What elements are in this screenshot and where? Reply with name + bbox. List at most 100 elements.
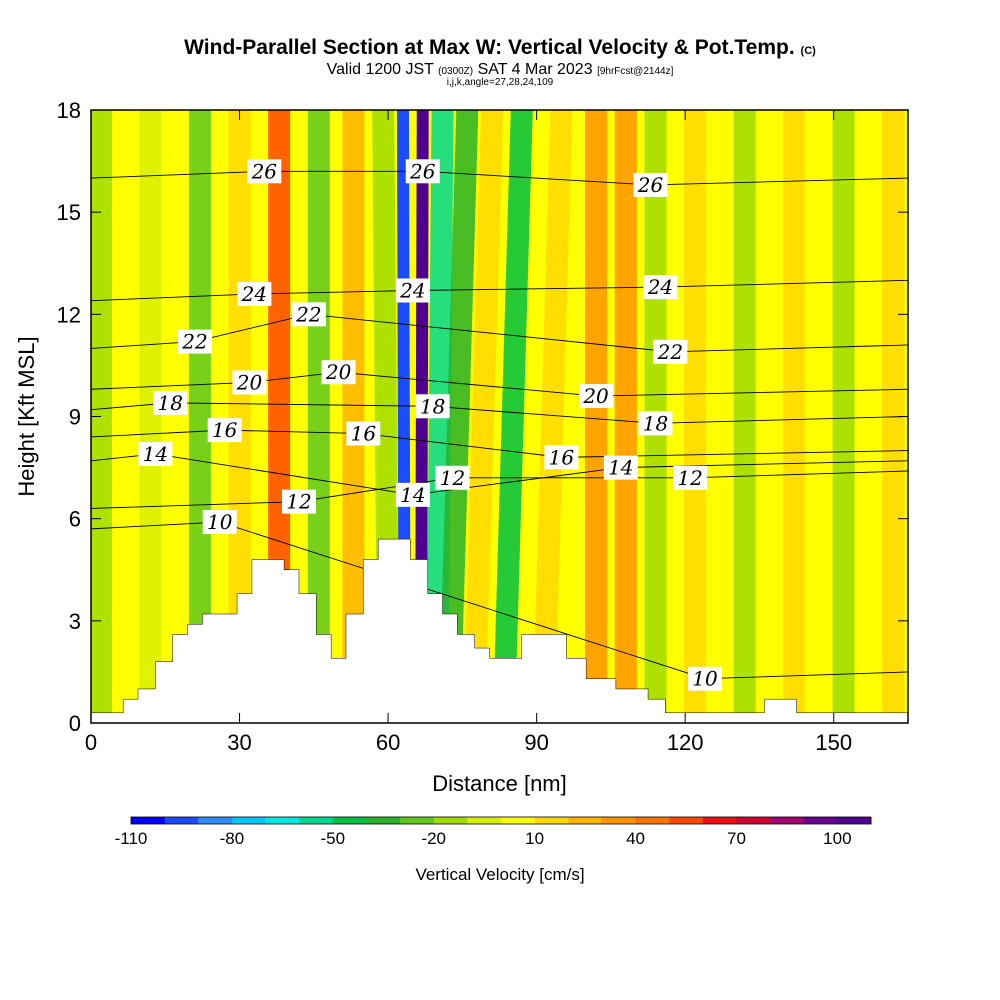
contour-label-box	[415, 394, 450, 419]
velocity-band	[532, 110, 573, 723]
x-tick-label: 30	[227, 730, 251, 755]
colorbar-tick-label: 100	[823, 829, 851, 848]
contour-label: 18	[643, 411, 668, 435]
contour-label: 24	[647, 275, 673, 299]
contour-label: 20	[325, 360, 352, 384]
colorbar-tick-label: -50	[321, 829, 346, 848]
contour-label-box	[232, 370, 267, 395]
contour-label-box	[653, 339, 688, 364]
colorbar-swatch	[669, 817, 704, 824]
x-tick-label: 90	[524, 730, 548, 755]
title-main: Wind-Parallel Section at Max W: Vertical…	[184, 36, 795, 59]
colorbar-swatch	[164, 817, 199, 824]
contour-label-box	[153, 390, 188, 415]
x-tick-label: 150	[815, 730, 852, 755]
colorbar-frame	[130, 816, 872, 825]
velocity-band	[684, 110, 707, 723]
contour-label: 12	[286, 490, 311, 514]
x-tick-label: 0	[85, 730, 97, 755]
contour-label-box	[207, 418, 242, 443]
chart-subtitle: Valid 1200 JST (0300Z) SAT 4 Mar 2023 [9…	[0, 61, 1000, 79]
contour-label: 16	[549, 445, 575, 469]
colorbar-swatch	[467, 817, 502, 824]
colorbar-swatch	[433, 817, 468, 824]
theta-contour-10	[91, 521, 908, 680]
contour-label-box	[638, 411, 673, 436]
contour-label-box	[544, 445, 579, 470]
contour-label-box	[687, 666, 722, 691]
y-tick-label: 18	[57, 98, 81, 123]
colorbar-tick-label: 70	[727, 829, 746, 848]
contour-label: 26	[637, 173, 664, 197]
contour-label: 20	[582, 384, 609, 408]
contour-label: 16	[351, 422, 377, 446]
contour-label-box	[237, 281, 272, 306]
colorbar-tick-label: -20	[421, 829, 446, 848]
contour-label-box	[643, 275, 678, 300]
colorbar-tick-label: 10	[525, 829, 544, 848]
y-axis-title: Height [Kft MSL]	[14, 336, 39, 496]
subtitle-forecast: [9hrFcst@2144z]	[597, 66, 674, 77]
y-tick-label: 15	[57, 200, 81, 225]
colorbar-swatch	[400, 817, 435, 824]
contour-label: 12	[677, 466, 702, 490]
contour-label-box	[138, 441, 173, 466]
contour-label: 22	[295, 302, 321, 326]
contour-label-box	[673, 465, 708, 490]
contour-label: 10	[692, 667, 718, 691]
contour-label-box	[177, 329, 212, 354]
colorbar-swatch	[332, 817, 367, 824]
colorbar-swatch	[803, 817, 838, 824]
colorbar-swatch	[601, 817, 637, 824]
chart-title: Wind-Parallel Section at Max W: Vertical…	[0, 36, 1000, 60]
contour-label: 20	[236, 370, 263, 394]
contour-label: 22	[181, 330, 207, 354]
contour-label-box	[281, 489, 316, 514]
y-tick-label: 12	[57, 302, 81, 327]
y-tick-label: 3	[69, 609, 81, 634]
contour-label: 10	[207, 510, 233, 534]
contour-label: 22	[657, 340, 683, 364]
contour-label: 26	[409, 159, 436, 183]
contour-label: 18	[157, 391, 182, 415]
contour-label: 24	[241, 282, 267, 306]
velocity-band	[342, 110, 365, 723]
velocity-band	[307, 110, 330, 723]
contour-label: 14	[400, 483, 425, 507]
x-axis-title: Distance [nm]	[432, 771, 567, 796]
contour-label-box	[405, 159, 440, 184]
velocity-band	[733, 110, 756, 723]
contour-label: 16	[212, 418, 238, 442]
colorbar-swatch	[198, 817, 233, 824]
contour-label-box	[291, 302, 326, 327]
x-tick-label: 120	[667, 730, 704, 755]
colorbar-swatch	[299, 817, 334, 824]
velocity-band	[463, 110, 504, 723]
colorbar-swatch	[702, 817, 737, 824]
velocity-band	[139, 110, 162, 723]
colorbar-swatch	[366, 817, 401, 824]
contour-label-box	[603, 455, 638, 480]
velocity-band	[832, 110, 855, 723]
colorbar-swatch	[501, 817, 536, 824]
colorbar-swatch	[534, 817, 569, 824]
y-tick-label: 0	[69, 711, 81, 736]
velocity-band	[614, 110, 637, 723]
contour-label: 26	[251, 159, 278, 183]
title-copyright: (C)	[800, 45, 816, 57]
contour-label-box	[633, 172, 668, 197]
velocity-band	[228, 110, 251, 723]
contour-label-box	[202, 510, 237, 535]
y-tick-label: 9	[69, 405, 81, 430]
subtitle-valid-prefix: Valid 1200 JST	[326, 61, 434, 78]
colorbar-swatch	[131, 817, 166, 824]
velocity-band	[188, 110, 211, 723]
contour-label: 12	[440, 466, 465, 490]
colorbar-tick-label: -110	[115, 829, 148, 848]
contour-label-box	[435, 465, 470, 490]
colorbar-swatch	[265, 817, 300, 824]
contour-label: 14	[608, 456, 633, 480]
colorbar-swatch	[837, 817, 872, 824]
y-tick-label: 6	[69, 507, 81, 532]
